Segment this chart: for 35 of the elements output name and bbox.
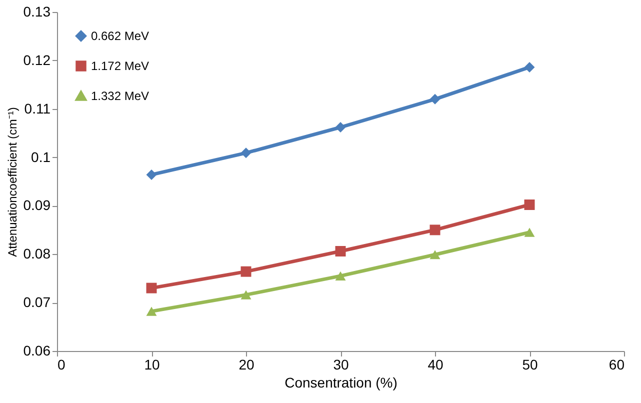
x-tick-label: 10 (144, 356, 160, 372)
point (335, 246, 346, 256)
point (335, 271, 346, 280)
legend-label: 0.662 MeV (91, 29, 150, 43)
legend-label: 1.332 MeV (91, 89, 150, 103)
y-tick-label: 0.11 (24, 100, 51, 116)
point (146, 282, 157, 294)
point (240, 290, 252, 300)
y-tick-label: 0.13 (23, 4, 51, 20)
point (430, 94, 440, 104)
point (430, 224, 440, 236)
point (146, 169, 157, 180)
point (240, 148, 252, 158)
y-tick-label: 0.06 (23, 342, 51, 358)
y-tick-label: 0.07 (23, 294, 51, 310)
y-tick-label: 0.1 (31, 148, 51, 165)
x-tick-label: 60 (608, 356, 625, 372)
point (146, 306, 157, 316)
point (524, 200, 535, 210)
x-tick-label: 50 (522, 356, 538, 372)
y-tick-label: 0.09 (23, 197, 51, 214)
x-axis-title: Consentration (%) (284, 374, 398, 390)
point (524, 62, 535, 72)
y-tick-label: 0.12 (23, 52, 51, 68)
point (335, 122, 346, 133)
x-tick-label: 30 (333, 356, 349, 372)
legend-label: 1.172 MeV (91, 59, 150, 73)
point (430, 250, 440, 260)
point (240, 266, 252, 277)
x-tick-label: 40 (428, 356, 444, 372)
point (524, 228, 535, 237)
y-tick-label: 0.08 (23, 246, 51, 262)
y-axis-title: Attenuationcoefficient (cm⁻¹) (5, 107, 20, 257)
x-tick-label: 0 (58, 356, 66, 372)
x-tick-label: 20 (238, 356, 254, 372)
